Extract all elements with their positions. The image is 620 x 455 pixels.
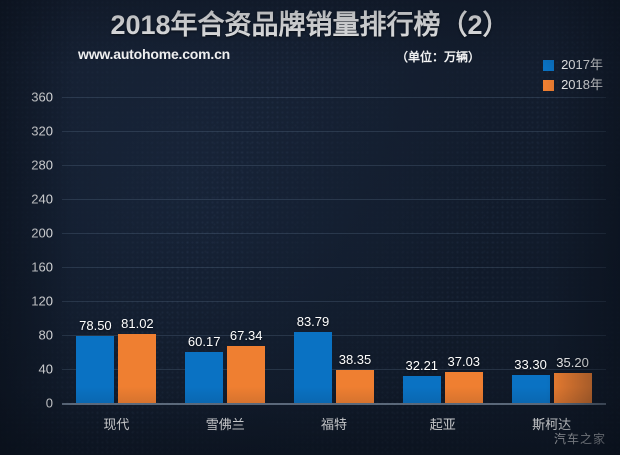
bar-group-bars: 78.50 81.02 [62, 97, 171, 403]
bar-group: 78.50 81.02 现代 [62, 97, 171, 432]
legend-item[interactable]: 2017年 [543, 58, 603, 72]
bar-group-bars: 33.30 35.20 [497, 97, 606, 403]
bar[interactable] [185, 351, 224, 403]
bar[interactable] [293, 331, 332, 403]
bar-container: 33.30 [511, 357, 550, 403]
bar-container: 60.17 [185, 334, 224, 403]
y-axis-tick-label: 40 [38, 361, 53, 377]
bar-container: 37.03 [444, 354, 483, 403]
y-axis-tick-label: 120 [31, 293, 53, 309]
x-axis-line [62, 403, 606, 405]
y-axis-tick-label: 0 [45, 395, 53, 411]
y-axis-tick-label: 240 [31, 191, 53, 207]
y-axis-tick-label: 280 [31, 157, 53, 173]
bar[interactable] [402, 375, 441, 403]
bar-group: 60.17 67.34 雪佛兰 [171, 97, 280, 432]
x-axis-category-label: 现代 [103, 417, 130, 432]
bar-container: 78.50 [76, 318, 115, 403]
bar[interactable] [335, 370, 374, 403]
bar-group-bars: 83.79 38.35 [280, 97, 389, 403]
bar-value-label: 78.50 [79, 318, 112, 334]
bar-container: 81.02 [118, 316, 157, 403]
square-swatch-icon [543, 59, 555, 71]
legend-item-label: 2018年 [561, 77, 603, 92]
chart-legend: 2017年 2018年 [543, 58, 603, 92]
bar[interactable] [118, 334, 157, 403]
bar-groups: 78.50 81.02 现代 60.17 67.34 雪佛兰 83.79 38.35 福特 32.… [62, 97, 606, 432]
y-axis-tick-label: 80 [38, 327, 53, 343]
bar-value-label: 83.79 [296, 313, 330, 329]
bar[interactable] [76, 336, 115, 403]
y-axis-tick-label: 360 [31, 89, 53, 105]
x-axis-category-label: 福特 [320, 417, 347, 432]
bar-container: 67.34 [227, 328, 266, 403]
bar[interactable] [553, 373, 592, 403]
square-swatch-icon [543, 79, 555, 91]
x-axis-category-label: 雪佛兰 [205, 417, 245, 432]
bar-container: 32.21 [402, 358, 441, 403]
bar-value-label: 33.30 [514, 356, 547, 372]
unit-label: （单位：万辆） [396, 50, 481, 64]
bar-value-label: 38.35 [338, 352, 372, 368]
bar-value-label: 37.03 [447, 353, 481, 369]
bar-group-bars: 60.17 67.34 [171, 97, 280, 403]
bar-value-label: 81.02 [121, 316, 154, 332]
plot-area: 0 40 80 120 160 200 240 280 320 360 78.50 81.02 现代 6… [31, 90, 606, 432]
bar[interactable] [511, 374, 550, 403]
bar-container: 38.35 [335, 352, 374, 403]
site-url-label: www.autohome.com.cn [78, 46, 231, 62]
legend-item-label: 2017年 [561, 57, 603, 72]
bar-group-bars: 32.21 37.03 [388, 97, 497, 403]
bar[interactable] [444, 371, 483, 403]
y-axis-tick-label: 320 [31, 123, 53, 139]
bar-value-label: 32.21 [405, 357, 439, 373]
bar-group: 83.79 38.35 福特 [280, 97, 389, 432]
bar-container: 83.79 [293, 314, 332, 403]
bar-value-label: 60.17 [187, 333, 221, 349]
bar-group: 33.30 35.20 斯柯达 [497, 97, 606, 432]
watermark-label: 汽车之家 [553, 432, 606, 446]
legend-item[interactable]: 2018年 [543, 78, 603, 92]
bar[interactable] [227, 345, 266, 403]
y-axis-tick-label: 200 [31, 225, 53, 241]
page-title: 2018年合资品牌销量排行榜（2） [110, 10, 510, 40]
bar-group: 32.21 37.03 起亚 [388, 97, 497, 432]
bar-value-label: 35.20 [556, 355, 589, 371]
bar-container: 35.20 [553, 355, 592, 403]
x-axis-category-label: 起亚 [429, 417, 456, 432]
bar-value-label: 67.34 [229, 327, 263, 343]
y-axis-tick-label: 160 [31, 259, 53, 275]
